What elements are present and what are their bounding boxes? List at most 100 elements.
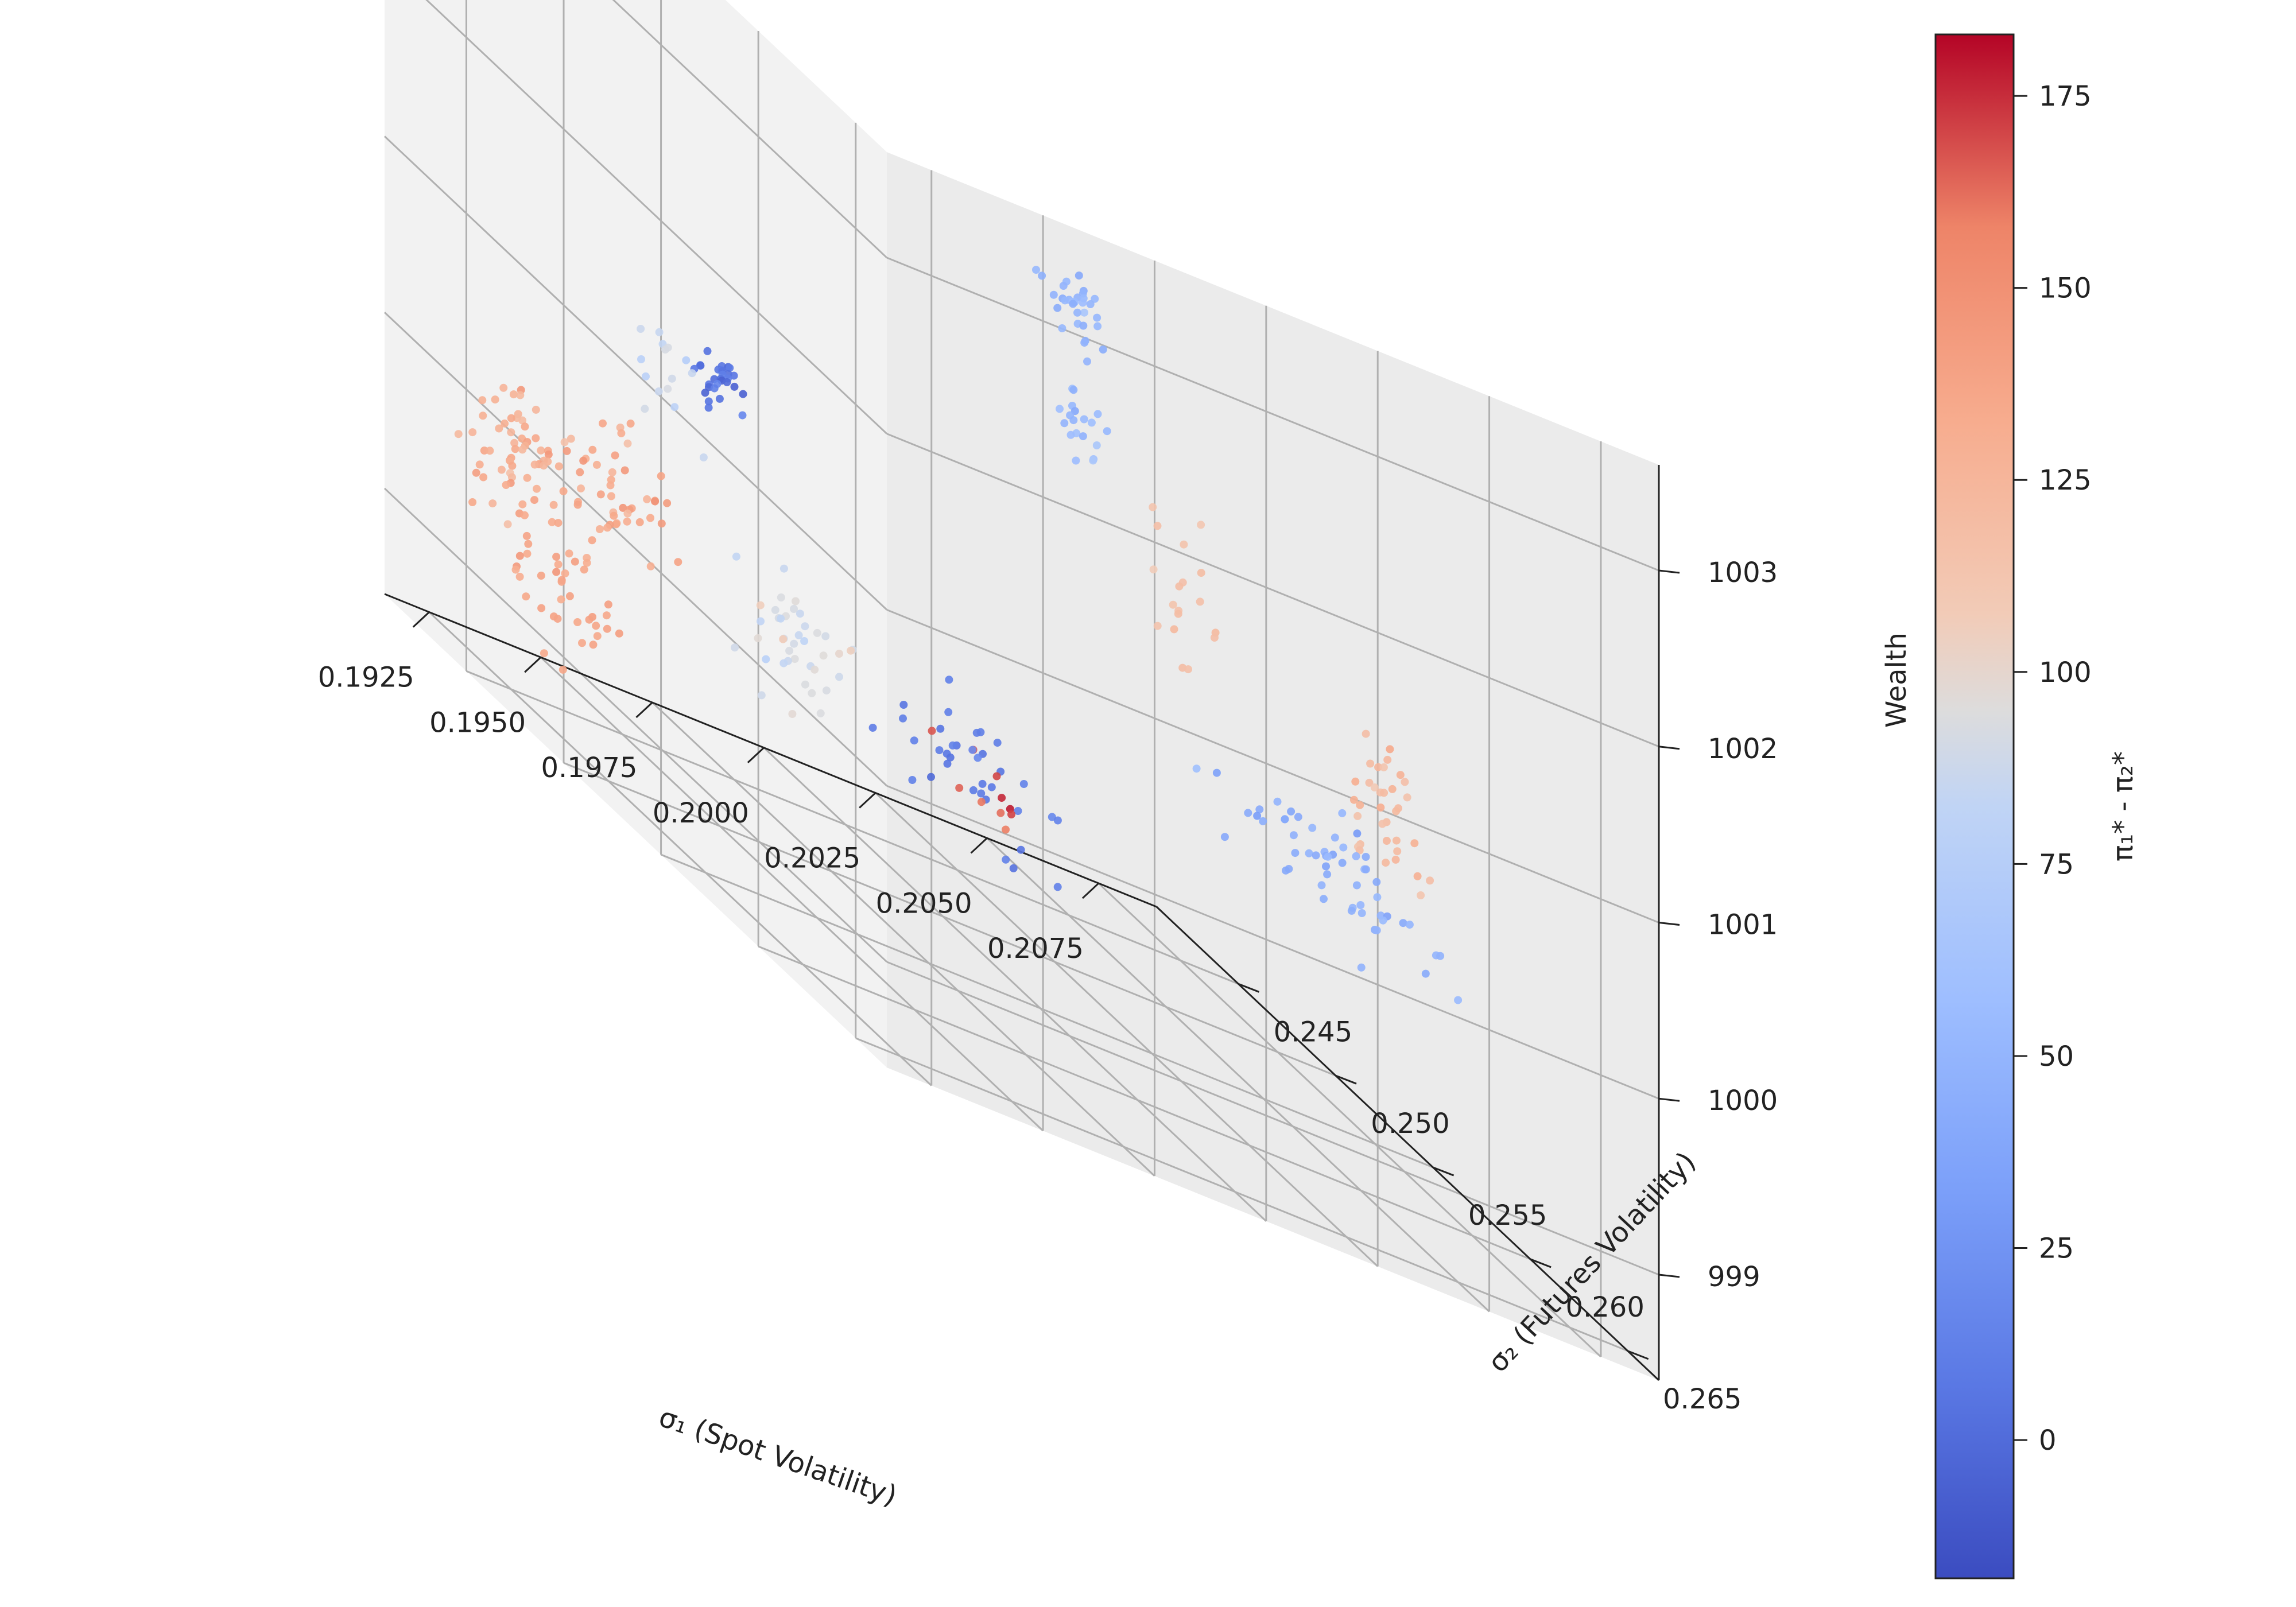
scatter-point: [1080, 339, 1089, 347]
scatter-point: [1281, 815, 1289, 824]
scatter-point: [1255, 805, 1264, 814]
scatter-point: [696, 362, 705, 370]
scatter-point: [637, 355, 645, 363]
scatter-point: [554, 519, 563, 527]
scatter-point: [710, 384, 719, 393]
scatter-point: [792, 597, 800, 605]
scatter-point: [1083, 357, 1091, 366]
scatter-point: [565, 549, 573, 558]
scatter-point: [1353, 812, 1362, 820]
scatter-point: [1053, 816, 1062, 825]
scatter-point: [943, 759, 952, 768]
scatter-point: [544, 450, 553, 459]
scatter-point: [1210, 634, 1219, 642]
scatter-point: [1396, 771, 1405, 779]
scatter-point: [657, 519, 666, 528]
scatter-point: [726, 364, 734, 372]
scatter-point: [993, 739, 1002, 747]
scatter-point: [479, 412, 487, 420]
scatter-point: [704, 403, 713, 412]
scatter-point: [557, 577, 566, 586]
scatter-point: [1399, 919, 1407, 927]
scatter-point: [1331, 833, 1339, 842]
scatter-point: [478, 396, 487, 405]
scatter-point: [553, 615, 562, 623]
scatter-point: [518, 416, 526, 425]
x-tick-label: 0.1975: [541, 752, 637, 784]
grid-line-z-left: [383, 312, 888, 787]
scatter-point: [1180, 540, 1188, 549]
scatter-point: [1169, 600, 1177, 609]
scatter-point: [518, 500, 527, 509]
scatter-point: [935, 746, 944, 755]
axis-lines: [384, 465, 1680, 1381]
scatter-point: [1079, 321, 1088, 330]
scatter-point: [1073, 308, 1081, 317]
x-tick-mark: [970, 837, 988, 854]
scatter-point: [1192, 764, 1201, 773]
scatter-point: [1383, 755, 1392, 764]
scatter-point: [515, 552, 524, 560]
scatter-point: [642, 372, 650, 381]
scatter-point: [1417, 891, 1425, 899]
scatter-point: [1386, 745, 1394, 754]
z-tick-label: 1002: [1708, 733, 1778, 765]
scatter-point: [1317, 881, 1326, 890]
scatter-point: [1091, 294, 1099, 303]
x-tick-mark: [412, 611, 430, 628]
scatter-point: [1061, 296, 1069, 305]
scatter-point: [1069, 386, 1078, 394]
scatter-point: [507, 428, 515, 437]
scatter-point: [777, 593, 785, 601]
scatter-point: [1426, 876, 1434, 885]
z-tick-label: 1003: [1708, 557, 1778, 589]
scatter-point: [579, 456, 588, 465]
x-tick-label: 0.2000: [653, 797, 749, 829]
scatter-point: [612, 520, 620, 529]
colorbar-label: π₁* - π₂*: [2107, 751, 2139, 861]
grid-line-z-left: [383, 135, 888, 611]
scatter-point: [771, 605, 779, 614]
scatter-point: [486, 447, 494, 455]
scatter-point: [977, 798, 986, 806]
scatter-point: [1048, 813, 1056, 821]
scatter-point: [819, 651, 828, 660]
scatter-point: [1339, 843, 1348, 852]
scatter-point: [1379, 763, 1388, 771]
scatter-point: [651, 497, 660, 506]
scatter-point: [626, 420, 635, 428]
scatter-point: [1372, 878, 1381, 886]
scatter-point: [497, 465, 506, 474]
scatter-point: [1093, 322, 1102, 331]
y-tick-label: 0.265: [1663, 1383, 1742, 1415]
scatter-point: [944, 708, 953, 716]
scatter-point: [1405, 921, 1414, 929]
scatter-point: [1092, 441, 1101, 449]
scatter-point: [641, 405, 649, 413]
scatter-point: [816, 709, 825, 717]
scatter-point: [1379, 916, 1387, 925]
scatter-point: [1372, 926, 1381, 934]
z-tick-mark: [1658, 569, 1680, 574]
scatter-point: [507, 414, 515, 422]
z-tick-mark: [1658, 746, 1680, 750]
scatter-point: [515, 572, 524, 581]
x-tick-label: 0.1950: [429, 707, 526, 739]
scatter-point: [1392, 807, 1401, 816]
scatter-point: [1197, 521, 1205, 529]
scatter-point: [479, 473, 488, 482]
scatter-point: [573, 500, 582, 509]
scatter-point: [611, 451, 619, 460]
scatter-point: [1362, 865, 1370, 874]
scatter-point: [1393, 847, 1402, 856]
grid-line-z-left: [425, 0, 888, 434]
scatter-point: [592, 460, 601, 469]
scatter-point: [1352, 852, 1360, 860]
scatter-point: [1075, 271, 1083, 280]
scatter-point: [800, 637, 809, 645]
scatter-point: [810, 665, 819, 674]
x-tick-label: 0.2050: [876, 887, 972, 919]
scatter-point: [502, 481, 510, 489]
scatter-point: [1072, 456, 1080, 465]
